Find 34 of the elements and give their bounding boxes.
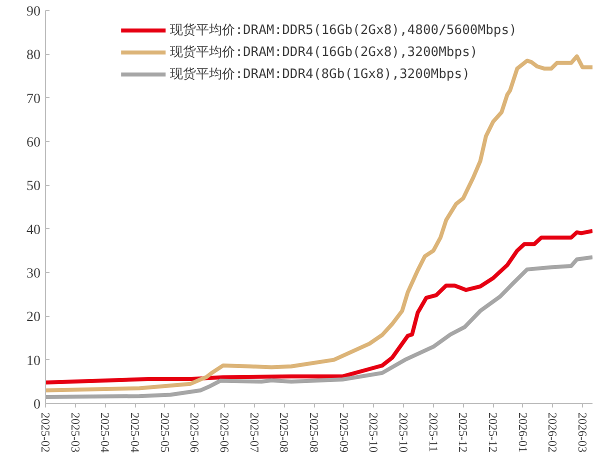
line-series bbox=[46, 229, 592, 385]
x-tick-label: 2025-07 bbox=[247, 412, 262, 452]
x-tick-label: 2025-10 bbox=[366, 412, 381, 452]
legend-label: 现货平均价:DRAM:DDR4(16Gb(2Gx8),3200Mbps) bbox=[170, 44, 478, 61]
x-tick-label: 2025-02 bbox=[38, 412, 52, 452]
x-tick-label: 2025-12 bbox=[486, 412, 500, 452]
y-tick-label: 80 bbox=[26, 48, 40, 64]
x-tick-label: 2026-02 bbox=[546, 412, 560, 452]
y-tick-label: 90 bbox=[26, 4, 40, 20]
x-tick-label: 2025-10 bbox=[396, 412, 411, 452]
x-tick-label: 2025-06 bbox=[218, 412, 232, 452]
x-tick-label: 2025-11 bbox=[426, 412, 440, 452]
y-tick-label: 0 bbox=[34, 398, 40, 412]
x-tick-label: 2026-03 bbox=[576, 412, 590, 452]
y-tick-label: 40 bbox=[26, 222, 40, 238]
legend-label: 现货平均价:DRAM:DDR4(8Gb(1Gx8),3200Mbps) bbox=[170, 66, 470, 83]
y-tick-label: 30 bbox=[26, 266, 40, 282]
line-series bbox=[46, 255, 592, 399]
x-tick-label: 2025-05 bbox=[158, 412, 172, 452]
y-tick-label: 20 bbox=[26, 310, 40, 326]
x-tick-label: 2025-03 bbox=[68, 412, 82, 452]
x-tick-label: 2025-04 bbox=[98, 412, 112, 452]
x-tick-label: 2025-08 bbox=[277, 412, 292, 452]
x-tick-label: 2025-04 bbox=[128, 412, 142, 452]
x-tick-label: 2026-01 bbox=[516, 412, 530, 452]
x-tick-label: 2025-12 bbox=[456, 412, 470, 452]
y-tick-label: 10 bbox=[26, 354, 40, 369]
x-tick-label: 2025-06 bbox=[188, 412, 202, 452]
y-tick-label: 50 bbox=[26, 179, 40, 194]
legend-label: 现货平均价:DRAM:DDR5(16Gb(2Gx8),4800/5600Mbps) bbox=[170, 22, 517, 39]
x-tick-label: 2025-08 bbox=[307, 412, 322, 452]
y-tick-label: 70 bbox=[26, 92, 40, 107]
y-tick-label: 60 bbox=[26, 136, 40, 150]
x-tick-label: 2025-09 bbox=[336, 412, 351, 452]
